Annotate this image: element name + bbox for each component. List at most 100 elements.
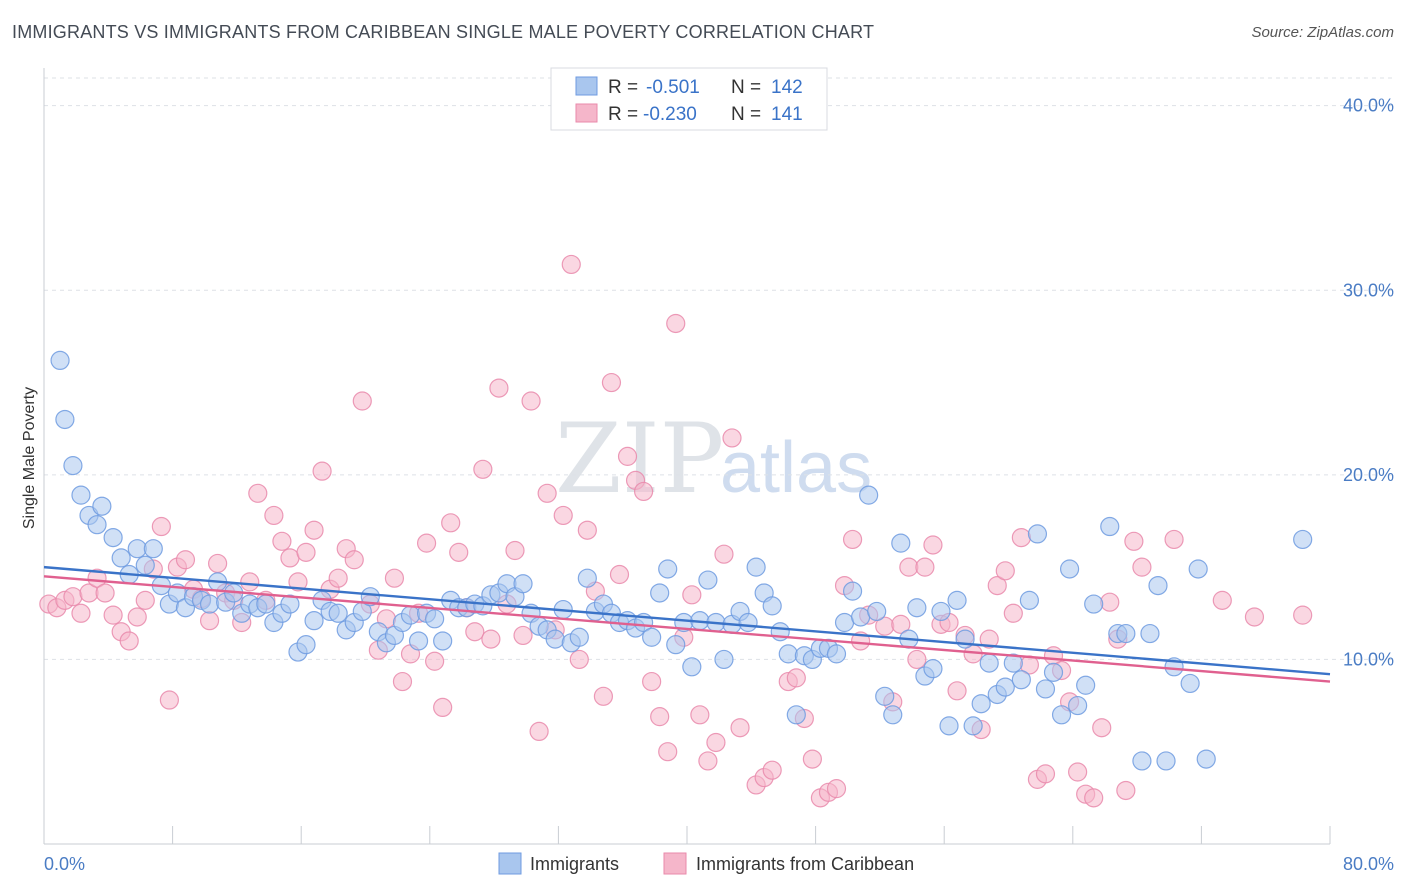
caribbean-point-17 <box>175 550 196 570</box>
immigrants-point-11 <box>135 555 155 575</box>
caribbean-point-36 <box>328 568 348 588</box>
legend-swatch-caribbean <box>575 103 598 123</box>
immigrants-point-100 <box>851 607 871 627</box>
immigrants-point-8 <box>111 548 131 568</box>
caribbean-point-80 <box>682 585 702 605</box>
caribbean-point-60 <box>521 391 541 411</box>
immigrants-point-140 <box>1196 749 1216 769</box>
immigrants-point-99 <box>842 581 863 601</box>
immigrants-point-120 <box>1011 670 1031 690</box>
caribbean-point-3 <box>63 587 83 607</box>
immigrants-point-119 <box>1003 653 1023 673</box>
immigrants-point-114 <box>963 716 983 736</box>
caribbean-point-86 <box>730 718 750 738</box>
immigrants-point-92 <box>786 705 806 725</box>
legend-swatch-immigrants <box>575 76 598 96</box>
immigrants-point-138 <box>1180 673 1200 694</box>
caribbean-point-11 <box>127 607 147 627</box>
caribbean-point-66 <box>569 649 589 670</box>
y-tick-labels: 10.0% 20.0% 30.0% 40.0% <box>1343 96 1394 670</box>
immigrants-point-7 <box>103 527 123 548</box>
caribbean-point-121 <box>1035 764 1056 784</box>
caribbean-point-96 <box>826 779 847 799</box>
caribbean-point-49 <box>433 697 453 718</box>
caribbean-point-74 <box>633 481 654 502</box>
immigrants-point-127 <box>1068 695 1088 716</box>
caribbean-point-4 <box>71 603 91 623</box>
bottom-legend-swatch-caribbean <box>663 852 687 875</box>
legend-n-value-2: 141 <box>771 104 803 125</box>
caribbean-point-70 <box>601 372 622 393</box>
immigrants-point-122 <box>1027 524 1048 544</box>
immigrants-point-31 <box>296 635 316 655</box>
y-tick-label-2: 30.0% <box>1343 280 1394 300</box>
immigrants-point-45 <box>408 631 429 651</box>
immigrants-point-75 <box>650 583 670 603</box>
caribbean-point-118 <box>1011 527 1031 548</box>
legend-bottom: Immigrants Immigrants from Caribbean <box>498 852 914 875</box>
caribbean-point-78 <box>666 313 686 334</box>
immigrants-point-116 <box>979 653 999 673</box>
y-tick-label-1: 20.0% <box>1343 465 1394 485</box>
caribbean-point-127 <box>1084 788 1104 808</box>
immigrants-point-48 <box>433 631 453 651</box>
caribbean-point-30 <box>280 548 300 568</box>
caribbean-point-59 <box>513 625 533 646</box>
immigrants-point-26 <box>256 594 276 614</box>
caribbean-point-65 <box>561 254 581 275</box>
caribbean-point-50 <box>441 513 461 533</box>
legend-n-label-2: N = <box>731 104 761 125</box>
immigrants-point-123 <box>1035 679 1056 699</box>
immigrants-point-115 <box>971 694 991 714</box>
caribbean-point-129 <box>1100 592 1120 612</box>
immigrants-point-5 <box>87 515 107 535</box>
caribbean-point-104 <box>899 557 919 577</box>
caribbean-point-69 <box>593 686 614 706</box>
y-axis-label: Single Male Poverty <box>21 387 38 529</box>
y-tick-label-3: 40.0% <box>1343 96 1394 116</box>
caribbean-point-82 <box>698 751 718 771</box>
caribbean-point-14 <box>151 516 171 537</box>
caribbean-point-21 <box>208 553 228 574</box>
immigrants-point-6 <box>92 496 112 516</box>
immigrants-point-102 <box>867 601 887 622</box>
immigrants-point-111 <box>939 716 959 736</box>
caribbean-point-38 <box>344 550 364 570</box>
caribbean-point-31 <box>288 572 308 592</box>
caribbean-point-32 <box>296 542 316 562</box>
immigrants-point-109 <box>923 659 943 679</box>
caribbean-point-12 <box>135 590 155 610</box>
caribbean-point-84 <box>714 544 734 564</box>
axes <box>43 68 1331 845</box>
caribbean-point-114 <box>979 629 999 649</box>
caribbean-point-89 <box>762 760 782 780</box>
immigrants-point-74 <box>642 627 662 647</box>
bottom-legend-label-immigrants: Immigrants <box>530 854 619 874</box>
immigrants-point-91 <box>778 644 798 664</box>
caribbean-point-6 <box>87 568 107 588</box>
caribbean-point-91 <box>786 668 806 688</box>
caribbean-point-134 <box>1164 529 1184 550</box>
caribbean-point-53 <box>465 622 485 642</box>
caribbean-point-20 <box>199 611 220 631</box>
immigrants-point-134 <box>1140 623 1160 644</box>
trend-line-immigrants <box>43 565 1331 676</box>
watermark-atlas: atlas <box>720 428 872 508</box>
immigrants-point-98 <box>834 612 855 633</box>
caribbean-point-131 <box>1116 780 1136 801</box>
caribbean-point-116 <box>995 561 1015 581</box>
legend-r-value-2: -0.230 <box>643 104 697 125</box>
immigrants-point-32 <box>304 611 324 631</box>
caribbean-point-15 <box>159 690 179 710</box>
immigrants-point-121 <box>1019 590 1039 610</box>
immigrants-point-0 <box>50 350 70 371</box>
caribbean-point-54 <box>473 459 493 479</box>
immigrants-point-76 <box>658 559 678 579</box>
caribbean-point-93 <box>802 749 822 769</box>
immigrants-point-19 <box>199 594 220 614</box>
caribbean-point-51 <box>449 542 469 562</box>
caribbean-point-133 <box>1132 557 1152 577</box>
caribbean-point-83 <box>706 732 726 753</box>
y-tick-label-0: 10.0% <box>1343 649 1394 669</box>
chart-title: IMMIGRANTS VS IMMIGRANTS FROM CARIBBEAN … <box>12 22 875 42</box>
